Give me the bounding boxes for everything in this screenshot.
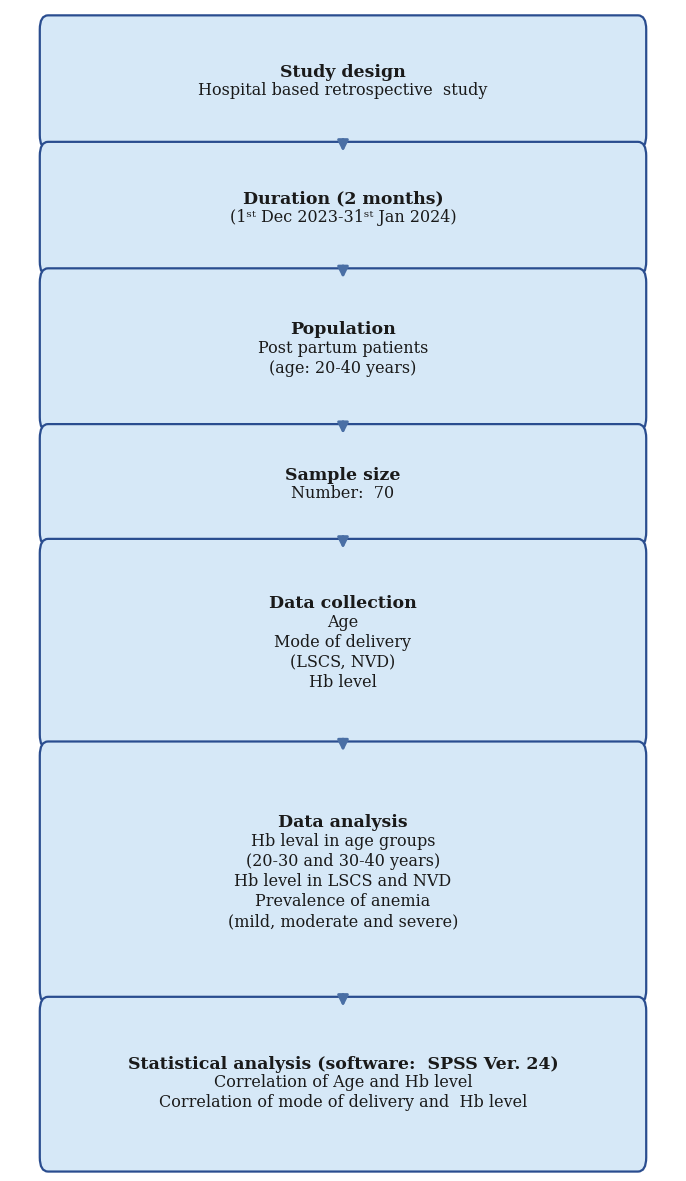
Text: Duration (2 months): Duration (2 months) xyxy=(243,190,443,207)
Text: Study design: Study design xyxy=(280,64,406,80)
Text: Data analysis: Data analysis xyxy=(279,814,407,831)
Text: Correlation of Age and Hb level: Correlation of Age and Hb level xyxy=(213,1075,473,1091)
Text: Hb leval in age groups: Hb leval in age groups xyxy=(251,833,435,850)
FancyBboxPatch shape xyxy=(40,742,646,1004)
Text: Sample size: Sample size xyxy=(285,466,401,483)
Text: Age: Age xyxy=(327,614,359,631)
Text: Statistical analysis (software:  SPSS Ver. 24): Statistical analysis (software: SPSS Ver… xyxy=(128,1056,558,1072)
FancyBboxPatch shape xyxy=(40,424,646,546)
FancyBboxPatch shape xyxy=(40,268,646,431)
Text: Hb level: Hb level xyxy=(309,674,377,691)
Text: Mode of delivery: Mode of delivery xyxy=(274,634,412,651)
Text: (20-30 and 30-40 years): (20-30 and 30-40 years) xyxy=(246,853,440,870)
FancyBboxPatch shape xyxy=(40,997,646,1172)
Text: Hb level in LSCS and NVD: Hb level in LSCS and NVD xyxy=(235,873,451,890)
Text: Correlation of mode of delivery and  Hb level: Correlation of mode of delivery and Hb l… xyxy=(159,1095,527,1111)
Text: Post partum patients: Post partum patients xyxy=(258,340,428,357)
Text: Population: Population xyxy=(290,321,396,338)
Text: Hospital based retrospective  study: Hospital based retrospective study xyxy=(198,83,488,99)
Text: (mild, moderate and severe): (mild, moderate and severe) xyxy=(228,913,458,931)
FancyBboxPatch shape xyxy=(40,142,646,275)
Text: Prevalence of anemia: Prevalence of anemia xyxy=(255,893,431,911)
Text: (1ˢᵗ Dec 2023-31ˢᵗ Jan 2024): (1ˢᵗ Dec 2023-31ˢᵗ Jan 2024) xyxy=(230,209,456,226)
FancyBboxPatch shape xyxy=(40,539,646,749)
FancyBboxPatch shape xyxy=(40,15,646,149)
Text: Data collection: Data collection xyxy=(269,595,417,612)
Text: (LSCS, NVD): (LSCS, NVD) xyxy=(290,654,396,671)
Text: Number:  70: Number: 70 xyxy=(292,485,394,502)
Text: (age: 20-40 years): (age: 20-40 years) xyxy=(270,360,416,377)
